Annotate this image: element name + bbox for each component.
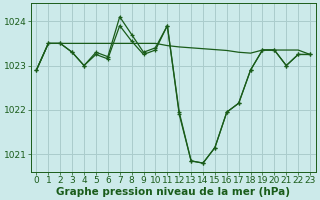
X-axis label: Graphe pression niveau de la mer (hPa): Graphe pression niveau de la mer (hPa) xyxy=(56,187,290,197)
